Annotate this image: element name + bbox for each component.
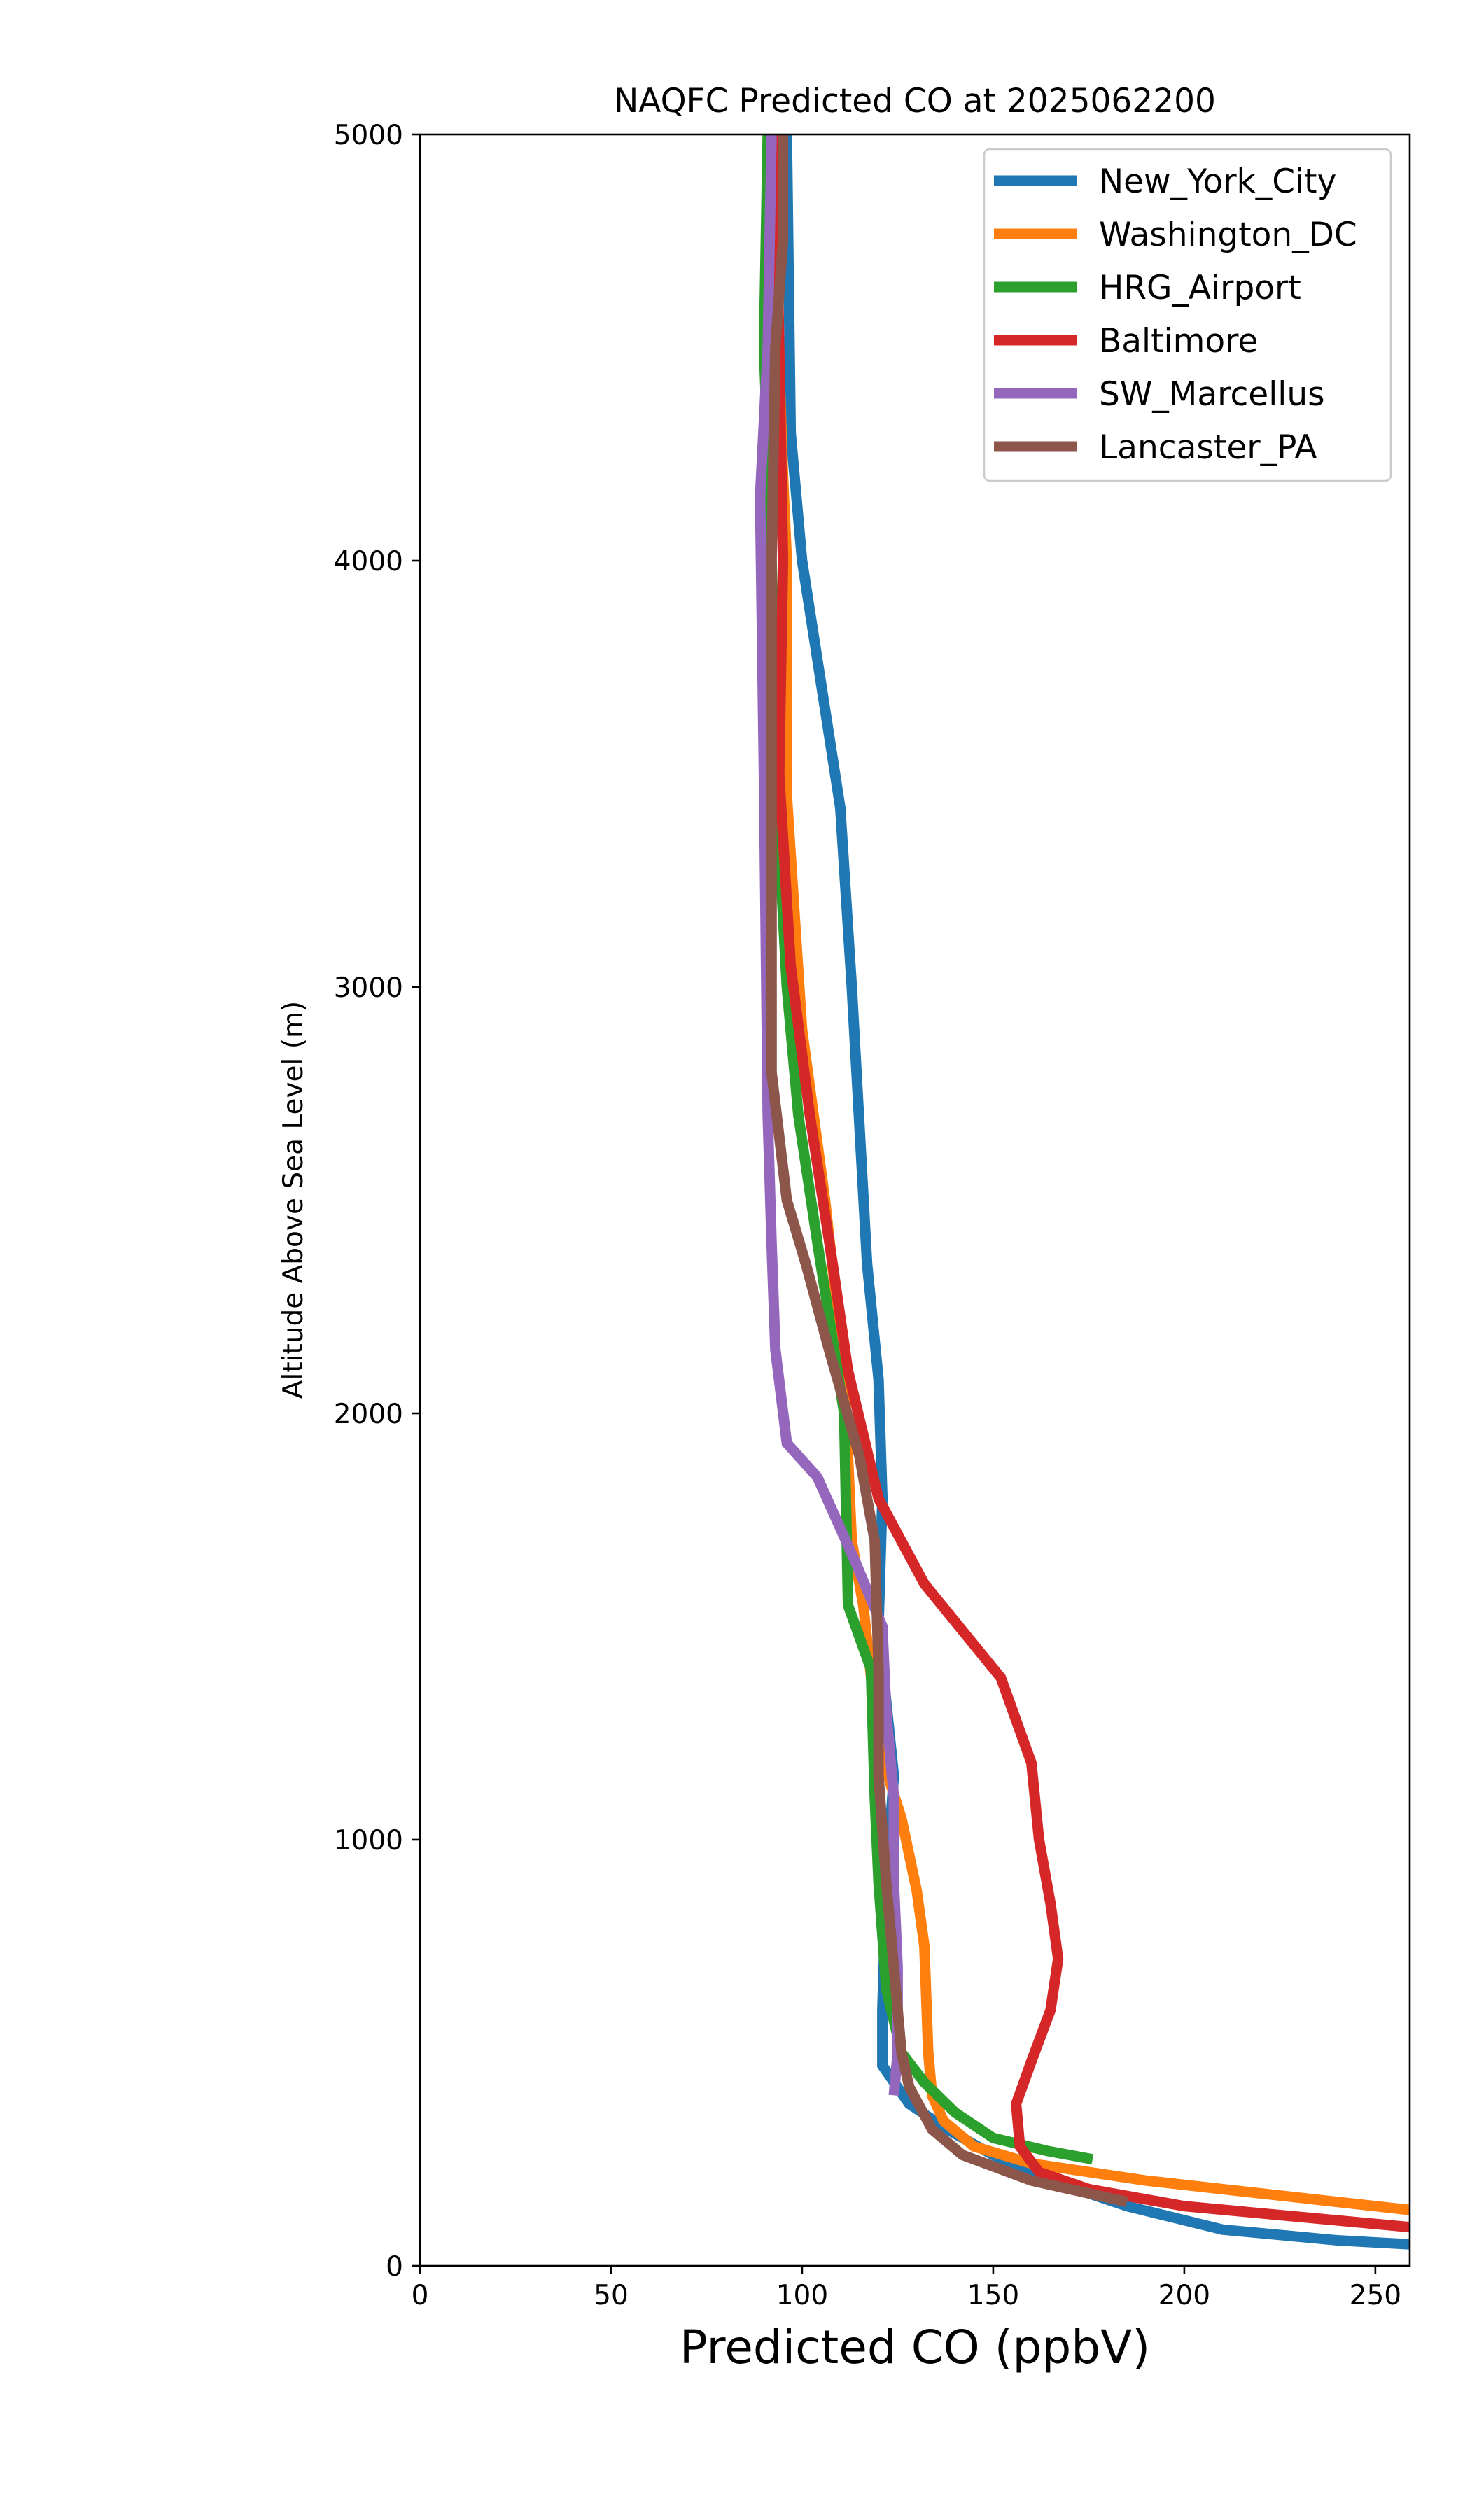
legend-label: New_York_City bbox=[1099, 162, 1336, 201]
legend-entry: New_York_City bbox=[994, 162, 1336, 201]
y-tick-label: 2000 bbox=[334, 1399, 403, 1430]
y-axis-ticks: 0 1000 2000 3000 4000 5000 bbox=[334, 120, 420, 2283]
series-line-sw-marcellus bbox=[755, 134, 903, 2096]
series-line-washington-dc bbox=[766, 134, 1410, 2216]
y-tick-label: 4000 bbox=[334, 546, 403, 578]
x-tick-label: 150 bbox=[967, 2280, 1019, 2311]
y-axis-label: Altitude Above Sea Level (m) bbox=[278, 1001, 309, 1399]
series-line-lancaster-pa bbox=[766, 134, 1128, 2208]
legend-label: Washington_DC bbox=[1099, 216, 1357, 254]
legend-entry: SW_Marcellus bbox=[994, 375, 1325, 414]
legend-entry: Lancaster_PA bbox=[994, 428, 1317, 467]
y-tick-label: 3000 bbox=[334, 972, 403, 1004]
legend-entry: Washington_DC bbox=[994, 216, 1357, 254]
x-axis-ticks: 0 50 100 150 200 250 bbox=[412, 2266, 1401, 2311]
legend-label: SW_Marcellus bbox=[1099, 375, 1325, 414]
legend: New_York_City Washington_DC HRG_Airport Bal… bbox=[983, 148, 1392, 482]
x-tick-label: 200 bbox=[1158, 2280, 1210, 2311]
x-tick-label: 0 bbox=[412, 2280, 429, 2311]
legend-frame bbox=[983, 148, 1392, 482]
y-tick-label: 1000 bbox=[334, 1825, 403, 1856]
legend-label: Lancaster_PA bbox=[1099, 428, 1317, 467]
legend-label: HRG_Airport bbox=[1099, 269, 1301, 307]
legend-entry: HRG_Airport bbox=[994, 269, 1301, 307]
y-tick-label: 0 bbox=[386, 2251, 403, 2283]
series-lines bbox=[755, 134, 1410, 2250]
x-tick-label: 250 bbox=[1350, 2280, 1401, 2311]
y-tick-label: 5000 bbox=[334, 120, 403, 151]
x-tick-label: 100 bbox=[776, 2280, 828, 2311]
legend-label: Baltimore bbox=[1099, 322, 1258, 360]
series-line-baltimore bbox=[770, 134, 1410, 2233]
legend-entry: Baltimore bbox=[994, 322, 1258, 360]
plot-frame bbox=[419, 133, 1411, 2267]
x-tick-label: 50 bbox=[594, 2280, 629, 2311]
x-axis-label: Predicted CO (ppbV) bbox=[680, 2320, 1150, 2374]
chart-title: NAQFC Predicted CO at 2025062200 bbox=[614, 82, 1216, 120]
